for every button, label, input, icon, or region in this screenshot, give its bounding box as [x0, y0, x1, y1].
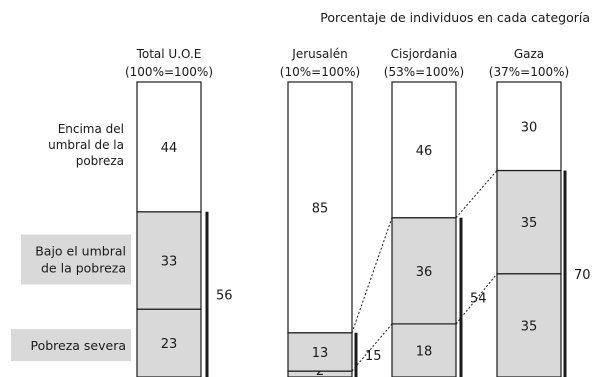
- column-header: Gaza: [514, 47, 544, 61]
- bracket-label: 70: [574, 268, 591, 283]
- chart-title: Porcentaje de individuos en cada categor…: [320, 10, 590, 25]
- column-share: (53%=100%): [384, 65, 464, 79]
- category-label: pobreza: [76, 154, 124, 168]
- bar-segment: [496, 81, 562, 172]
- segment-label: 35: [521, 319, 538, 334]
- column-header: Cisjordania: [391, 47, 458, 61]
- bracket-label: 56: [216, 288, 233, 303]
- bar-segment: [136, 81, 202, 213]
- segment-label: 85: [312, 201, 329, 216]
- category-label-box: [21, 234, 131, 285]
- category-label: Pobreza severa: [30, 338, 126, 353]
- bar-segment: [496, 273, 562, 377]
- column-header: Total U.O.E: [136, 47, 202, 61]
- connector-line: [455, 170, 498, 219]
- segment-label: 46: [416, 144, 433, 159]
- connector-line: [455, 273, 498, 325]
- bar-segment: [391, 217, 457, 325]
- category-label: Bajo el umbral: [35, 243, 126, 258]
- column-header: Jerusalén: [291, 47, 347, 61]
- bar-segment: [136, 211, 202, 310]
- segment-label: 35: [521, 216, 538, 231]
- category-label: Encima del: [58, 122, 124, 136]
- bar-segment: [287, 81, 353, 334]
- segment-label: 30: [521, 120, 538, 135]
- connector-line: [351, 217, 393, 333]
- segment-label: 18: [416, 344, 433, 359]
- bar-segment: [391, 81, 457, 219]
- segment-label: 23: [161, 337, 178, 352]
- bar-segment: [391, 323, 457, 377]
- category-label: de la pobreza: [41, 260, 126, 275]
- bracket-label: 15: [365, 349, 382, 364]
- connector-line: [351, 323, 393, 372]
- segment-label: 36: [416, 265, 433, 280]
- bar-segment: [136, 308, 202, 377]
- category-label: umbral de la: [48, 138, 124, 152]
- segment-label: 33: [161, 254, 178, 269]
- segment-label: 44: [161, 141, 178, 156]
- bar-segment: [496, 169, 562, 275]
- column-share: (37%=100%): [489, 65, 569, 79]
- bar-segment: [287, 332, 353, 372]
- category-label-box: [11, 329, 131, 362]
- column-share: (100%=100%): [125, 65, 213, 79]
- segment-label: 13: [312, 346, 329, 361]
- bracket-label: 54: [470, 291, 487, 306]
- column-share: (10%=100%): [280, 65, 360, 79]
